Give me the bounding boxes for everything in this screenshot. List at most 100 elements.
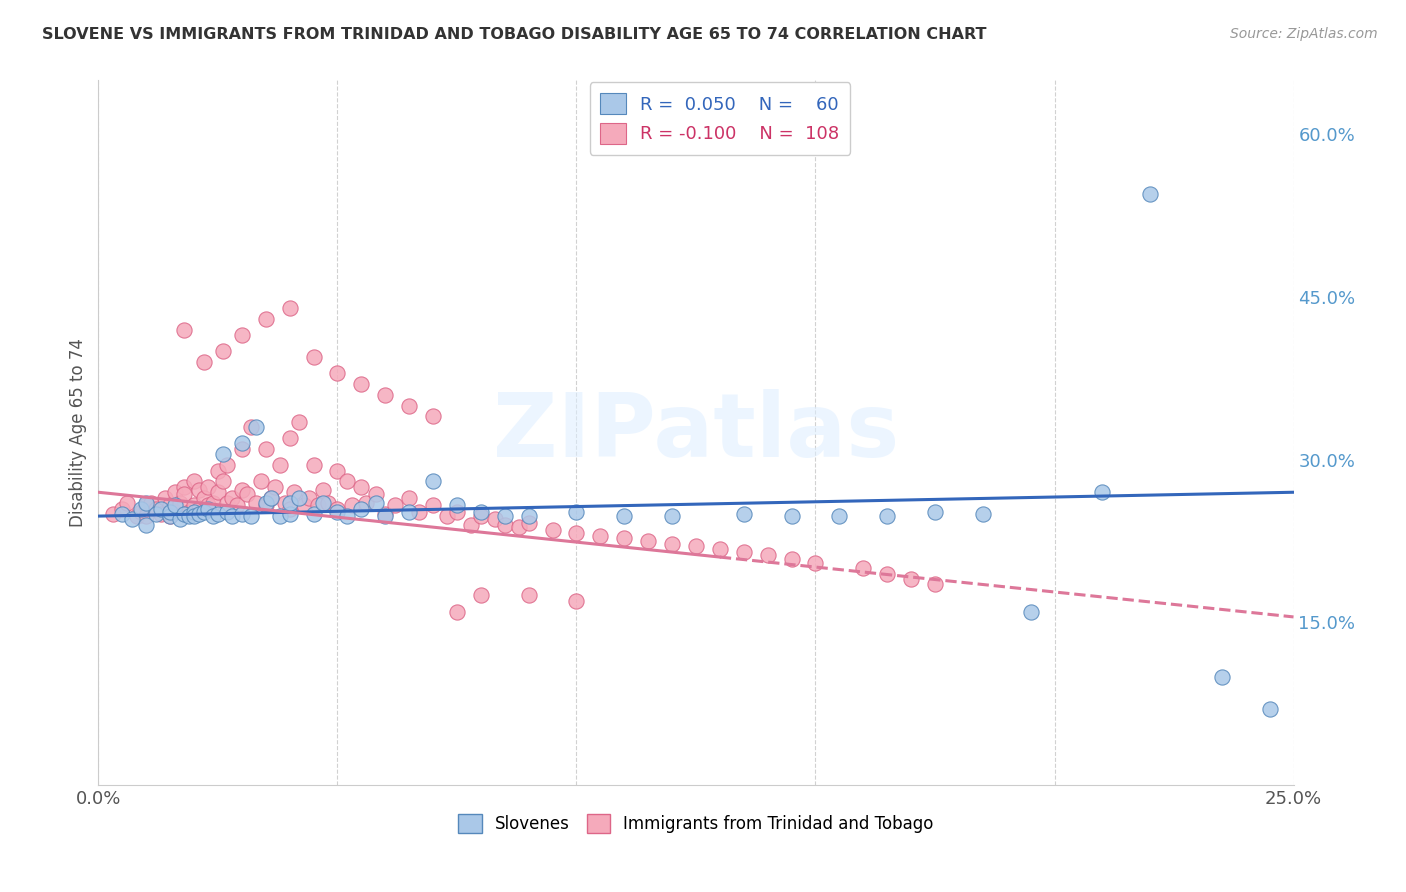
Point [197,498,219,512]
Point [302,458,325,472]
Point [217,496,239,510]
Point [202,509,225,524]
Point [350,480,373,494]
Point [446,505,468,519]
Point [364,496,387,510]
Point [217,458,239,472]
Point [685,540,707,554]
Point [1211,669,1233,683]
Point [245,420,267,434]
Point [852,561,875,575]
Point [364,487,387,501]
Point [269,458,291,472]
Point [274,496,297,510]
Point [121,512,143,526]
Point [278,507,301,521]
Text: Source: ZipAtlas.com: Source: ZipAtlas.com [1230,27,1378,41]
Point [517,516,540,530]
Point [254,498,277,512]
Point [508,520,530,534]
Point [202,496,225,510]
Point [470,588,492,602]
Point [149,501,172,516]
Point [470,505,492,519]
Point [221,491,243,505]
Point [193,491,215,505]
Point [235,487,257,501]
Point [302,507,325,521]
Point [541,523,564,537]
Point [637,534,659,549]
Point [326,505,349,519]
Point [131,501,153,516]
Point [398,399,420,413]
Point [1258,702,1281,716]
Point [240,509,263,524]
Point [398,491,420,505]
Point [135,496,157,510]
Point [350,376,373,391]
Point [446,605,468,619]
Point [374,509,396,524]
Point [354,496,377,510]
Point [1019,605,1042,619]
Point [312,483,335,497]
Point [211,475,233,489]
Point [163,485,186,500]
Point [661,537,683,551]
Point [340,498,363,512]
Point [183,505,205,519]
Point [374,507,396,521]
Point [269,509,291,524]
Point [278,496,301,510]
Point [211,344,233,359]
Point [264,480,287,494]
Point [259,491,281,505]
Point [460,517,482,532]
Point [398,505,420,519]
Point [374,387,396,401]
Point [221,509,243,524]
Point [163,505,186,519]
Point [254,442,277,456]
Point [756,548,779,562]
Point [159,505,181,519]
Point [179,505,201,519]
Point [422,409,444,424]
Point [179,509,201,524]
Point [589,528,612,542]
Point [326,464,349,478]
Point [876,509,898,524]
Point [326,501,349,516]
Point [384,498,406,512]
Point [135,509,157,524]
Point [924,505,946,519]
Point [125,509,148,524]
Point [1091,485,1114,500]
Point [436,509,458,524]
Point [283,485,305,500]
Point [115,496,138,510]
Point [187,501,209,516]
Point [101,507,124,521]
Point [135,498,157,512]
Point [211,447,233,461]
Point [135,517,157,532]
Point [326,366,349,380]
Point [207,464,229,478]
Point [240,420,263,434]
Point [207,507,229,521]
Point [278,431,301,445]
Point [661,509,683,524]
Point [259,491,281,505]
Point [173,480,195,494]
Point [350,501,373,516]
Point [169,496,191,510]
Point [149,507,172,521]
Point [231,507,253,521]
Point [145,501,167,516]
Point [924,577,946,591]
Point [804,556,827,570]
Point [1139,187,1161,202]
Point [709,541,731,556]
